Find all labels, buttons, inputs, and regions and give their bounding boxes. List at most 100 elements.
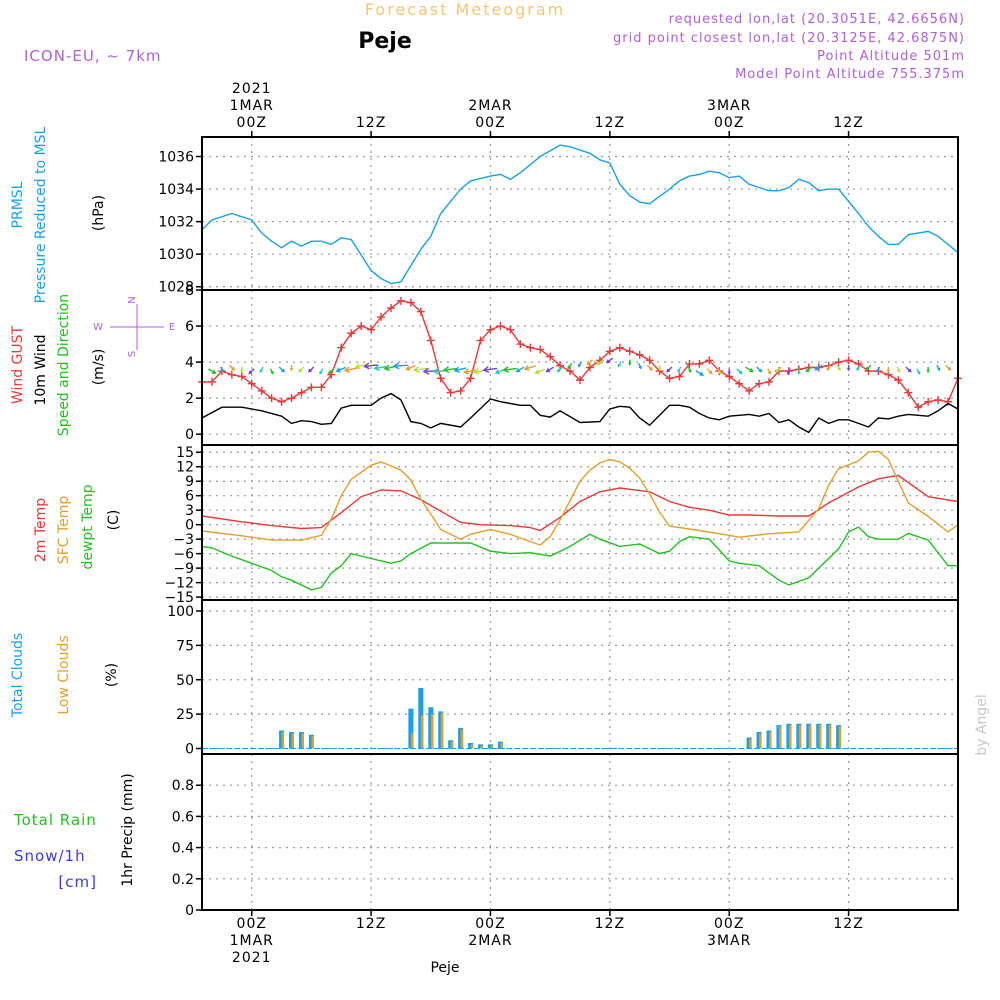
- gust-marker: [307, 383, 316, 392]
- panel-wind: 0 2 4 6 8: [185, 283, 962, 446]
- wind-arrow-head: [649, 366, 654, 371]
- wind-arrow-head: [758, 368, 763, 373]
- wind-arrow-head: [638, 365, 642, 370]
- cloud-bar: [311, 736, 314, 749]
- unit-pressure: (hPa): [91, 195, 107, 231]
- y-tick-label: 6: [185, 319, 194, 335]
- wind-arrow: [454, 367, 467, 372]
- cloud-bar: [769, 732, 772, 749]
- gust-marker: [576, 376, 584, 385]
- gust-marker: [615, 343, 624, 352]
- y-tick-label: 1030: [158, 247, 194, 263]
- unit-clouds: (%): [104, 663, 120, 687]
- wind-arrow-head: [515, 368, 521, 373]
- wind-arrow-head: [270, 371, 274, 375]
- cloud-bar: [808, 725, 812, 749]
- wind-arrow-head: [657, 367, 662, 372]
- wind-arrow-head: [308, 368, 312, 373]
- ylabel-total-clouds: Total Clouds: [10, 633, 26, 718]
- wind-arrow-head: [767, 371, 772, 375]
- wind-arrow: [336, 366, 347, 372]
- chart-title: Peje: [358, 29, 412, 54]
- gust-marker: [207, 377, 216, 386]
- wind-arrow-head: [749, 368, 754, 373]
- wind-arrow-head: [775, 368, 780, 373]
- wind-arrow-head: [354, 363, 361, 370]
- wind-vectors: [208, 357, 952, 376]
- gust-marker: [476, 336, 485, 345]
- wind-arrow-head: [363, 362, 370, 370]
- ylabel-pressure: Pressure Reduced to MSL: [33, 126, 49, 303]
- grid-point-coords: grid point closest lon,lat (20.3125E, 42…: [613, 31, 965, 46]
- gust-marker: [367, 325, 376, 334]
- wind-arrow-head: [240, 369, 244, 374]
- cloud-bar: [759, 733, 762, 749]
- wind-arrow-head: [926, 369, 930, 374]
- y-tick-label: 0: [185, 742, 194, 758]
- panel-frame: [201, 599, 959, 755]
- cloud-bar: [788, 725, 792, 749]
- gust-marker: [377, 313, 386, 322]
- y-tick-label: 8: [185, 283, 194, 299]
- gust-marker: [924, 397, 933, 406]
- time-label-bottom: 3MAR: [707, 933, 751, 949]
- cloud-bar: [420, 715, 424, 749]
- wind-arrow-head: [947, 366, 952, 371]
- wind-arrow-head: [412, 366, 420, 374]
- series-line: [201, 474, 959, 532]
- panel-pressure: 1028 1030 1032 1034 1036: [158, 136, 959, 296]
- gust-marker: [735, 379, 744, 388]
- time-label-bottom: 12Z: [595, 916, 625, 932]
- compass-W: W: [93, 322, 103, 333]
- requested-coords: requested lon,lat (20.3051E, 42.6656N): [669, 12, 965, 27]
- y-tick-label: 100: [167, 604, 194, 620]
- time-label-top: 00Z: [714, 115, 744, 131]
- precip-legend-0: Total Rain: [13, 811, 97, 829]
- ylabel-dewpt-temp: dewpt Temp: [80, 484, 96, 569]
- wind-arrow-head: [482, 366, 490, 374]
- gust-marker: [496, 322, 505, 331]
- ylabel-gust: Wind GUST: [10, 325, 26, 404]
- wind-arrow-head: [319, 371, 323, 375]
- wind-arrow-head: [856, 367, 860, 372]
- ylabel-low-clouds: Low Clouds: [56, 635, 72, 714]
- cloud-bar: [440, 712, 444, 749]
- gust-marker: [665, 374, 674, 383]
- wind-arrow: [546, 366, 555, 373]
- ylabel-precip: 1hr Precip (mm): [120, 773, 136, 886]
- gust-marker: [934, 395, 943, 404]
- time-label-top: 3MAR: [707, 98, 751, 114]
- cloud-bar: [470, 744, 474, 749]
- wind-compass: N W E S: [93, 296, 175, 357]
- y-tick-label: 75: [176, 638, 194, 654]
- wind-arrow: [208, 368, 216, 374]
- cloud-bar: [798, 725, 802, 749]
- wind-arrow: [406, 364, 416, 371]
- gust-marker: [247, 379, 256, 388]
- wind-arrow-head: [814, 366, 819, 371]
- series-line: [201, 526, 958, 591]
- gust-marker: [416, 307, 425, 316]
- gust-marker: [267, 394, 276, 403]
- gust-marker: [396, 296, 405, 305]
- model-label: ICON-EU, ~ 7km: [24, 47, 162, 65]
- wind-arrow-head: [727, 371, 731, 375]
- cloud-bar: [818, 725, 822, 749]
- wind-arrow-head: [907, 368, 912, 373]
- gust-marker: [914, 403, 923, 412]
- gust-marker: [406, 298, 415, 307]
- wind-arrow-head: [534, 369, 540, 375]
- wind-arrow-head: [688, 369, 692, 373]
- wind-arrow-head: [567, 365, 571, 370]
- time-label-bottom: 12Z: [356, 916, 386, 932]
- time-label-top: 12Z: [356, 115, 386, 131]
- wind-arrow-head: [826, 367, 830, 372]
- wind-arrow-head: [666, 368, 670, 373]
- cloud-bar: [408, 708, 414, 749]
- wind-arrow: [374, 365, 388, 370]
- time-label-bottom: 00Z: [475, 916, 505, 932]
- y-tick-label: 6: [185, 489, 194, 505]
- time-label-top: 12Z: [595, 115, 625, 131]
- gust-marker: [765, 377, 773, 386]
